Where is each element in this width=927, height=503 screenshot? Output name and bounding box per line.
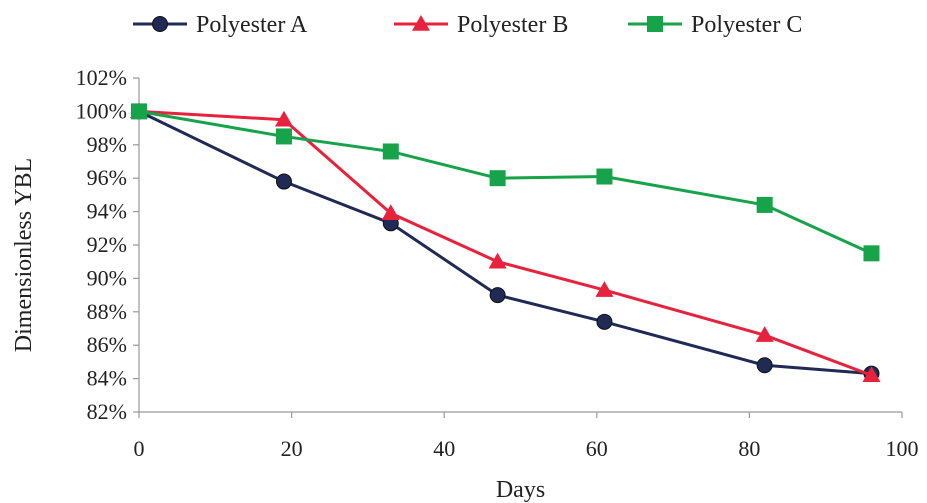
data-point: [274, 110, 293, 127]
y-tick-label: 88%: [87, 299, 127, 324]
y-tick-label: 90%: [87, 265, 127, 290]
y-tick-label: 94%: [87, 199, 127, 224]
y-tick-label: 96%: [87, 165, 127, 190]
data-point: [862, 366, 881, 383]
data-point: [381, 204, 400, 221]
data-point: [755, 326, 774, 342]
y-tick-label: 84%: [87, 366, 127, 391]
series-polyester-b: [130, 102, 881, 383]
x-tick-label: 80: [738, 436, 760, 461]
y-tick-label: 82%: [87, 399, 127, 424]
x-axis-title: Days: [496, 477, 545, 503]
legend-item: Polyester B: [394, 12, 568, 38]
data-point: [596, 313, 613, 330]
data-point: [595, 281, 614, 297]
data-point: [863, 245, 880, 262]
x-tick-label: 20: [281, 436, 303, 461]
x-tick-label: 60: [586, 436, 608, 461]
y-axis-title: Dimensionless YBL: [11, 158, 37, 352]
series-layer: [130, 102, 881, 383]
legend: Polyester A Polyester B Polyester C: [133, 12, 802, 38]
data-point: [275, 128, 292, 145]
legend-label: Polyester B: [457, 12, 568, 38]
y-tick-label: 98%: [87, 132, 127, 157]
legend-item: Polyester A: [133, 12, 308, 38]
data-point: [131, 103, 147, 120]
data-point: [488, 252, 507, 269]
legend-marker: [412, 15, 430, 31]
axes: 82% 84% 86% 88% 90% 92% 94% 96% 98% 100% 102% 0 20 40…: [76, 65, 919, 461]
data-point: [382, 143, 399, 160]
x-tick-label: 100: [886, 436, 919, 461]
legend-marker: [647, 16, 663, 32]
legend-item: Polyester C: [628, 12, 802, 38]
legend-label: Polyester A: [196, 12, 308, 38]
data-point: [489, 287, 506, 304]
legend-marker: [152, 16, 168, 32]
data-point: [489, 170, 506, 187]
y-tick-label: 100%: [76, 98, 127, 123]
series-polyester-c: [131, 103, 880, 262]
data-point: [596, 168, 613, 185]
y-tick-label: 92%: [87, 232, 127, 257]
data-point: [756, 196, 773, 213]
y-tick-label: 102%: [76, 65, 127, 90]
x-tick-label: 40: [433, 436, 455, 461]
y-tick-label: 86%: [87, 332, 127, 357]
data-point: [756, 357, 773, 374]
legend-label: Polyester C: [691, 12, 802, 38]
data-point: [275, 173, 292, 190]
x-tick-label: 0: [134, 436, 145, 461]
